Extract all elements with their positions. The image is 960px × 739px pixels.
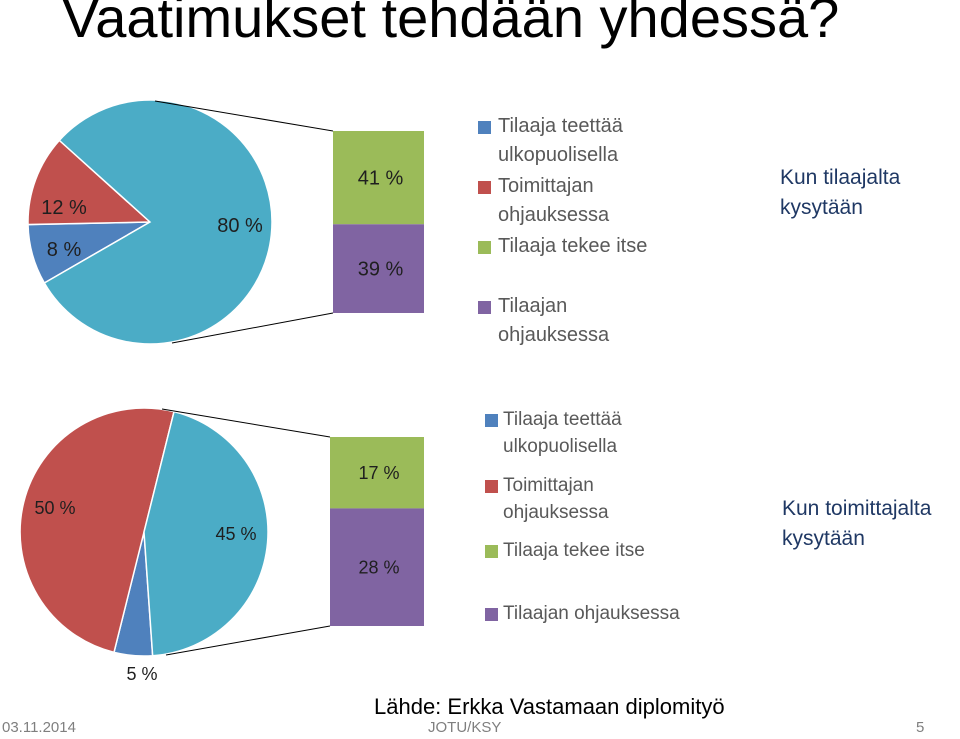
legend-item-tekee-itse: Tilaaja tekee itse [498,235,648,257]
pie-data-label: 80 % [217,215,263,237]
legend-item-toimittajan: Toimittajan ohjauksessa [498,175,610,226]
breakdown-data-label: 17 % [358,463,399,483]
breakdown-segment-tilaajan-ohjauksessa [333,224,424,313]
legend-item-teettaa: Tilaaja teettää ulkopuolisella [498,115,623,166]
connector-line-bottom [165,625,331,656]
legend-swatch-red [485,480,498,493]
pie-data-label: 12 % [41,197,87,219]
legend-item-tilaajan: Tilaajan ohjauksessa [498,295,610,346]
legend-item-teettaa: Tilaaja teettää ulkopuolisella [503,409,622,457]
breakdown-data-label: 41 % [358,168,404,190]
breakdown-segment-tilaaja-tekee-itse [330,437,424,509]
pie-slice-toimittajan-ohjauksessa [27,139,152,226]
connector-line-top [161,408,331,438]
pie-data-label: 5 % [126,664,157,684]
breakdown-segment-tilaajan-ohjauksessa [330,508,424,626]
breakdown-data-label: 28 % [358,558,399,578]
pie-slice-toimittajan-ohjauksessa [19,407,175,654]
pie-slice-yhdistetty [143,410,269,657]
legend-swatch-green [478,241,491,254]
pie-data-label: 8 % [47,239,82,261]
breakdown-data-label: 39 % [358,259,404,281]
legend-item-toimittajan: Toimittajan ohjauksessa [503,475,609,523]
footer-center: JOTU/KSY [428,719,502,736]
pie-slice-yhdistetty [43,99,273,345]
pie-data-label: 50 % [34,498,75,518]
connector-line-bottom [171,312,334,344]
legend-swatch-blue [485,414,498,427]
legend-swatch-purple [478,301,491,314]
slide-title: Vaatimukset tehdään yhdessä? [62,0,840,49]
note-tilaajalta: Kun tilaajalta kysytään [780,166,901,219]
note-toimittajalta: Kun toimittajalta kysytään [782,497,932,550]
legend-swatch-green [485,545,498,558]
legend-swatch-purple [485,608,498,621]
source-note: Lähde: Erkka Vastamaan diplomityö [374,694,725,719]
footer-page-number: 5 [916,719,925,736]
legend-item-tilaajan: Tilaajan ohjauksessa [503,603,680,624]
footer-date: 03.11.2014 [2,719,76,736]
legend-swatch-blue [478,121,491,134]
legend-item-tekee-itse: Tilaaja tekee itse [503,540,645,561]
breakdown-segment-tilaaja-tekee-itse [333,131,424,225]
connector-line-top [154,100,334,132]
pie-data-label: 45 % [215,524,256,544]
legend-swatch-red [478,181,491,194]
